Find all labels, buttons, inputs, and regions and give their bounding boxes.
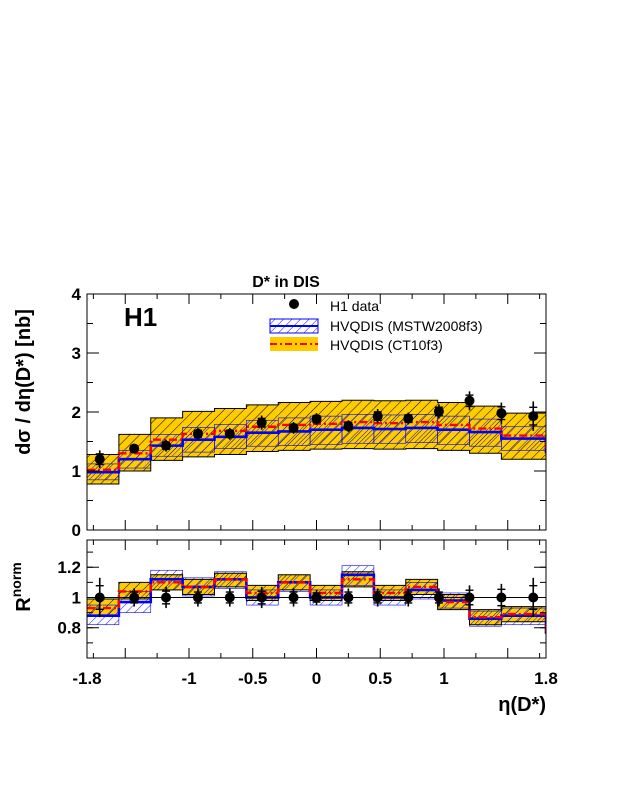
data-point bbox=[372, 411, 383, 422]
x-tick-label: 1 bbox=[439, 669, 448, 688]
data-point bbox=[288, 592, 299, 603]
chart-title: D* in DIS bbox=[252, 274, 320, 291]
legend-label-ct10: HVQDIS (CT10f3) bbox=[330, 337, 443, 353]
data-point bbox=[464, 592, 475, 603]
x-tick-label: -1 bbox=[181, 669, 196, 688]
top-panel-ticks: 0 1 2 3 4 bbox=[72, 285, 546, 540]
data-point bbox=[403, 413, 414, 424]
y-tick-label: 3 bbox=[72, 344, 81, 363]
data-point bbox=[403, 592, 414, 603]
data-point bbox=[433, 592, 444, 603]
mstw-central-line bbox=[87, 426, 546, 474]
data-point bbox=[496, 592, 507, 603]
data-point bbox=[496, 408, 507, 419]
x-tick-label: 1.8 bbox=[534, 669, 558, 688]
legend: H1 data HVQDIS (MSTW2008f3) HVQDIS (CT10… bbox=[269, 298, 482, 353]
data-point bbox=[192, 428, 203, 439]
y-tick-label: 0 bbox=[72, 521, 81, 540]
x-tick-label: 0 bbox=[312, 669, 321, 688]
data-point bbox=[311, 414, 322, 425]
data-point bbox=[192, 592, 203, 603]
data-point bbox=[94, 592, 105, 603]
legend-swatch-ct10 bbox=[270, 337, 318, 351]
top-panel-points bbox=[94, 391, 539, 469]
ratio-y-axis-superscript: norm bbox=[8, 562, 24, 597]
data-point bbox=[528, 592, 539, 603]
data-point bbox=[433, 406, 444, 417]
data-point bbox=[343, 421, 354, 432]
data-point bbox=[343, 592, 354, 603]
data-point bbox=[256, 417, 267, 428]
data-point bbox=[311, 592, 322, 603]
y-tick-label: 0.8 bbox=[57, 619, 81, 638]
y-axis-title: dσ / dη(D*) [nb] bbox=[13, 309, 35, 455]
data-point bbox=[161, 440, 172, 451]
data-point bbox=[129, 443, 140, 454]
y-tick-label: 2 bbox=[72, 403, 81, 422]
y-tick-label: 1.2 bbox=[57, 558, 81, 577]
data-point bbox=[256, 592, 267, 603]
x-tick-label: -0.5 bbox=[238, 669, 267, 688]
ratio-panel-points bbox=[94, 577, 539, 618]
y-tick-label: 4 bbox=[72, 285, 82, 304]
legend-label-data: H1 data bbox=[330, 298, 379, 314]
ratio-y-axis-title: Rnorm bbox=[8, 562, 35, 611]
ct10-central-line bbox=[87, 420, 546, 472]
data-point bbox=[528, 411, 539, 422]
experiment-tag: H1 bbox=[124, 302, 157, 332]
top-panel-lines bbox=[87, 399, 546, 485]
data-point bbox=[224, 592, 235, 603]
legend-marker-data bbox=[289, 299, 299, 309]
ratio-panel-ticks: 0.8 1 1.2 -1.8 -1 -0.5 0 0.5 1 1.8 bbox=[57, 540, 558, 688]
x-tick-label: -1.8 bbox=[72, 669, 101, 688]
data-point bbox=[94, 454, 105, 465]
data-point bbox=[224, 428, 235, 439]
top-panel-bands bbox=[87, 400, 546, 484]
data-point bbox=[288, 422, 299, 433]
data-point bbox=[372, 592, 383, 603]
data-point bbox=[464, 395, 475, 406]
data-point bbox=[161, 592, 172, 603]
y-tick-label: 1 bbox=[72, 462, 81, 481]
ratio-y-axis-letter: R bbox=[13, 597, 35, 612]
x-tick-label: 0.5 bbox=[368, 669, 392, 688]
x-axis-title: η(D*) bbox=[498, 694, 546, 716]
legend-label-mstw: HVQDIS (MSTW2008f3) bbox=[330, 318, 482, 334]
ct10-band-lower-edge bbox=[87, 448, 546, 485]
data-point bbox=[129, 592, 140, 603]
y-tick-label: 1 bbox=[72, 588, 81, 607]
